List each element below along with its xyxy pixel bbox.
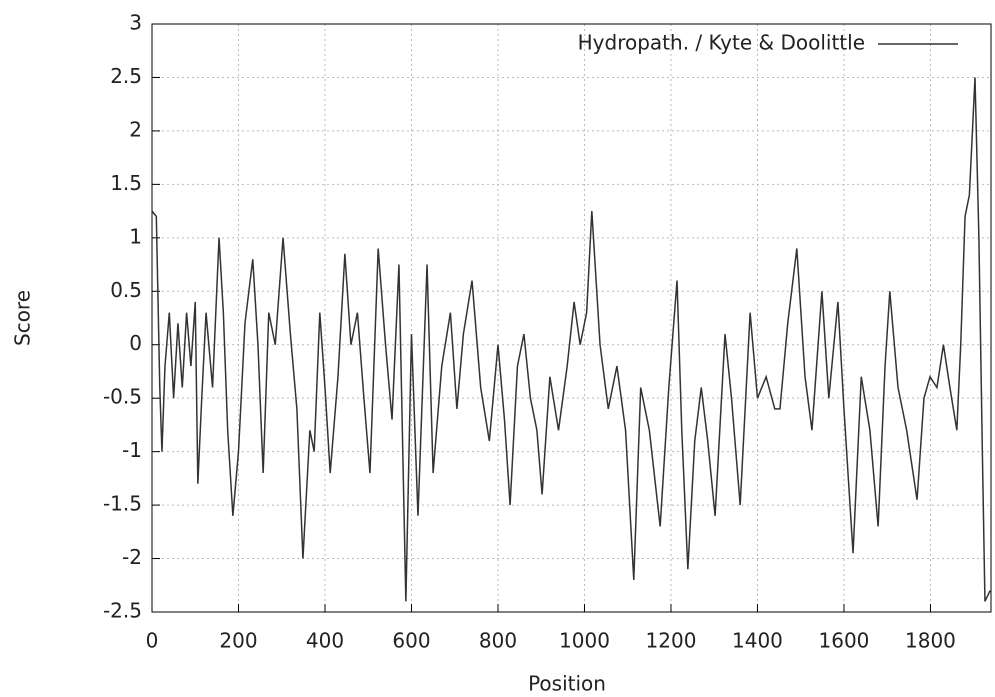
x-tick-label: 600 bbox=[392, 629, 430, 653]
x-tick-label: 1800 bbox=[905, 629, 956, 653]
y-axis-label: Score bbox=[11, 290, 35, 346]
y-tick-label: 0.5 bbox=[110, 278, 142, 302]
legend-label: Hydropath. / Kyte & Doolittle bbox=[578, 31, 865, 55]
y-tick-label: 1 bbox=[129, 224, 142, 248]
y-tick-label: 0 bbox=[129, 331, 142, 355]
y-tick-label: 2.5 bbox=[110, 64, 142, 88]
y-tick-label: 2 bbox=[129, 117, 142, 141]
x-tick-label: 800 bbox=[479, 629, 517, 653]
y-tick-label: -1 bbox=[122, 438, 142, 462]
x-tick-label: 1400 bbox=[732, 629, 783, 653]
plot-frame bbox=[151, 23, 992, 613]
x-tick-label: 0 bbox=[146, 629, 159, 653]
y-tick-label: 3 bbox=[129, 11, 142, 35]
x-tick-label: 400 bbox=[306, 629, 344, 653]
y-tick-label: -1.5 bbox=[103, 492, 142, 516]
y-tick-label: 1.5 bbox=[110, 171, 142, 195]
x-tick-label: 200 bbox=[219, 629, 257, 653]
x-tick-label: 1000 bbox=[559, 629, 610, 653]
x-axis-label: Position bbox=[528, 672, 606, 696]
y-tick-label: -2 bbox=[122, 545, 142, 569]
y-tick-label: -0.5 bbox=[103, 385, 142, 409]
x-tick-label: 1200 bbox=[646, 629, 697, 653]
data-line bbox=[151, 77, 991, 602]
x-tick-label: 1600 bbox=[819, 629, 870, 653]
y-tick-label: -2.5 bbox=[103, 599, 142, 623]
